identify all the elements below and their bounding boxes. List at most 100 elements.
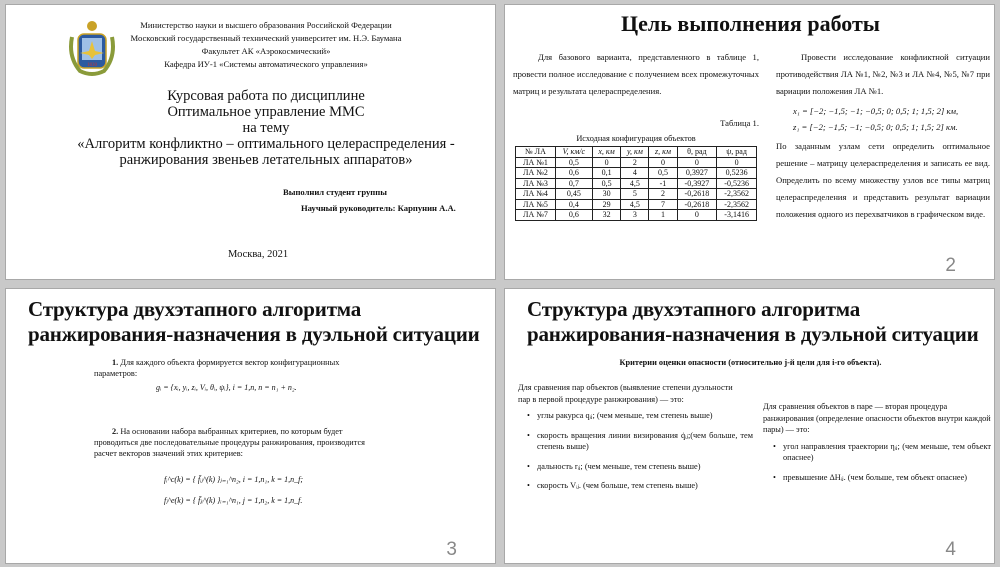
left-criteria: Для сравнения пар объектов (выявление ст… [518,382,753,500]
table-cell: -1 [648,177,678,189]
column-header: V, км/с [554,146,593,158]
table-row: ЛА №2 0,6 0,1 4 0,5 0,3927 0,5236 [515,167,757,179]
column-header: x, км [591,146,622,158]
criteria-item: дальность rᵢⱼ; (чем меньше, тем степень … [525,461,753,473]
item-text: На основании набора выбранных критериев,… [94,427,365,458]
formula-z: z₁ = [−2; −1,5; −1; −0,5; 0; 0,5; 1; 1,5… [793,122,958,132]
right-criteria-list: угол направления траектории ηᵢⱼ; (чем ме… [771,441,991,492]
criteria-item: угол направления траектории ηᵢⱼ; (чем ме… [771,441,991,464]
criteria-item: углы ракурса qᵢⱼ; (чем меньше, тем степе… [525,410,753,422]
config-table: № ЛА V, км/с x, км y, км z, км θ, рад ψ, рад ЛА… [515,146,757,221]
table-cell: 1 [648,209,678,221]
table-cell: 5 [620,188,650,200]
title-line: Курсовая работа по дисциплине [167,88,365,104]
item-number: 2. [112,427,119,436]
table-cell: 0,3927 [676,167,718,179]
header-line: Министерство науки и высшего образования… [140,20,392,30]
table-caption: Исходная конфигурация объектов [576,134,696,143]
institution-header: Министерство науки и высшего образования… [106,19,426,71]
title-line: Оптимальное управление ММС [167,104,365,120]
column-header: θ, рад [676,146,718,158]
title-line: Структура двухэтапного алгоритма [527,297,861,321]
slide-thumbnail-4[interactable]: Структура двухэтапного алгоритма ранжиро… [504,288,995,564]
table-cell: -2,3562 [716,198,757,210]
formula-fc: fᵢ^c(k) = { f̄ᵢⱼ^(k) }ⱼ₌₁^n₂, i = 1,n₁, … [164,475,304,484]
criteria-item: скорость Vᵢⱼ. (чем больше, тем степень в… [525,480,753,492]
table-cell: -3,1416 [716,209,757,221]
title-line: на тему [242,120,290,136]
table-cell: 0 [591,156,622,168]
table-cell: ЛА №3 [515,177,556,189]
table-cell: 4 [620,167,650,179]
title-line: ранжирования-назначения в дуэльной ситуа… [28,322,480,346]
table-cell: ЛА №4 [515,188,556,200]
table-cell: 32 [591,209,622,221]
table-cell: 0 [676,209,718,221]
criteria-subtitle: Критерии оценки опасности (относительно … [619,358,882,367]
table-cell: 0,45 [554,188,593,200]
column-header: z, км [648,146,678,158]
column-header: y, км [620,146,650,158]
formula-fe: fⱼ^e(k) = { f̄ⱼᵢ^(k) }ᵢ₌₁^n₁, j = 1,n₂, … [164,496,303,505]
right-column: Провести исследование конфликтной ситуац… [776,49,990,223]
advisor-label: Научный руководитель: Карпунин А.А. [301,203,456,213]
university-logo: 1830 [69,21,115,76]
column-header: № ЛА [515,146,556,158]
table-cell: -0,5236 [716,177,757,189]
left-intro: Для сравнения пар объектов (выявление ст… [518,383,733,404]
table-cell: 0,5 [648,167,678,179]
item-1: 1. Для каждого объекта формируется векто… [94,357,379,379]
table-cell: 0,4 [554,198,593,210]
criteria-item: скорость вращения линии визирования q̇ᵢⱼ… [525,430,753,453]
slide-thumbnail-3[interactable]: Структура двухэтапного алгоритма ранжиро… [5,288,496,564]
left-column: Для базового варианта, представленного в… [513,49,759,221]
table-cell: ЛА №5 [515,198,556,210]
item-2: 2. На основании набора выбранных критери… [94,426,379,459]
title-line: ранжирования-назначения в дуэльной ситуа… [527,322,979,346]
slide-thumbnail-1[interactable]: 1830 Министерство науки и высшего образо… [5,4,496,280]
table-cell: 29 [591,198,622,210]
right-text-1: Провести исследование конфликтной ситуац… [776,52,990,96]
left-criteria-list: углы ракурса qᵢⱼ; (чем меньше, тем степе… [525,410,753,500]
table-cell: 0,5 [591,177,622,189]
table-cell: 0 [716,156,757,168]
slide-title: Структура двухэтапного алгоритма ранжиро… [28,297,480,347]
table-cell: 30 [591,188,622,200]
title-line: Структура двухэтапного алгоритма [28,297,362,321]
table-cell: 4,5 [620,177,650,189]
formula-g: gᵢ = {xᵢ, yᵢ, zᵢ, Vᵢ, θᵢ, ψᵢ}, i = 1,n, … [156,383,297,392]
item-number: 1. [112,358,119,367]
page-number: 4 [945,539,956,560]
city-year: Москва, 2021 [228,249,289,260]
table-label: Таблица 1. [720,118,759,128]
table-row: ЛА №4 0,45 30 5 2 -0,2618 -2,3562 [515,188,757,200]
formula-x: x₁ = [−2; −1,5; −1; −0,5; 0; 0,5; 1; 1,5… [793,106,959,116]
table-cell: ЛА №7 [515,209,556,221]
table-cell: -0,3927 [676,177,718,189]
header-line: Московский государственный технический у… [130,33,402,43]
page-number: 3 [446,539,457,560]
table-cell: 0,5236 [716,167,757,179]
course-title: Курсовая работа по дисциплине Оптимально… [36,88,495,168]
item-text: Для каждого объекта формируется вектор к… [94,358,340,378]
table-cell: 0,6 [554,209,593,221]
left-text: Для базового варианта, представленного в… [513,52,759,96]
table-cell: 0 [676,156,718,168]
slide-thumbnail-2[interactable]: Цель выполнения работы Для базового вари… [504,4,995,280]
table-row: ЛА №5 0,4 29 4,5 7 -0,2618 -2,3562 [515,198,757,210]
right-criteria: Для сравнения объектов в паре — вторая п… [763,401,991,491]
table-row: ЛА №1 0,5 0 2 0 0 0 [515,156,757,168]
header-line: Факультет АК «Аэрокосмический» [201,46,331,56]
table-cell: 0 [648,156,678,168]
table-cell: 0,7 [554,177,593,189]
table-cell: 2 [648,188,678,200]
table-cell: -0,2618 [676,198,718,210]
page-number: 2 [945,255,956,276]
title-line: «Алгоритм конфликтно – оптимального целе… [77,136,455,152]
table-cell: 2 [620,156,650,168]
table-cell: ЛА №1 [515,156,556,168]
right-text-2: По заданным узлам сети определить оптима… [776,141,990,219]
student-label: Выполнил студент группы [283,187,387,197]
table-cell: ЛА №2 [515,167,556,179]
criteria-item: превышение ΔHᵢⱼ. (чем больше, тем объект… [771,472,991,484]
